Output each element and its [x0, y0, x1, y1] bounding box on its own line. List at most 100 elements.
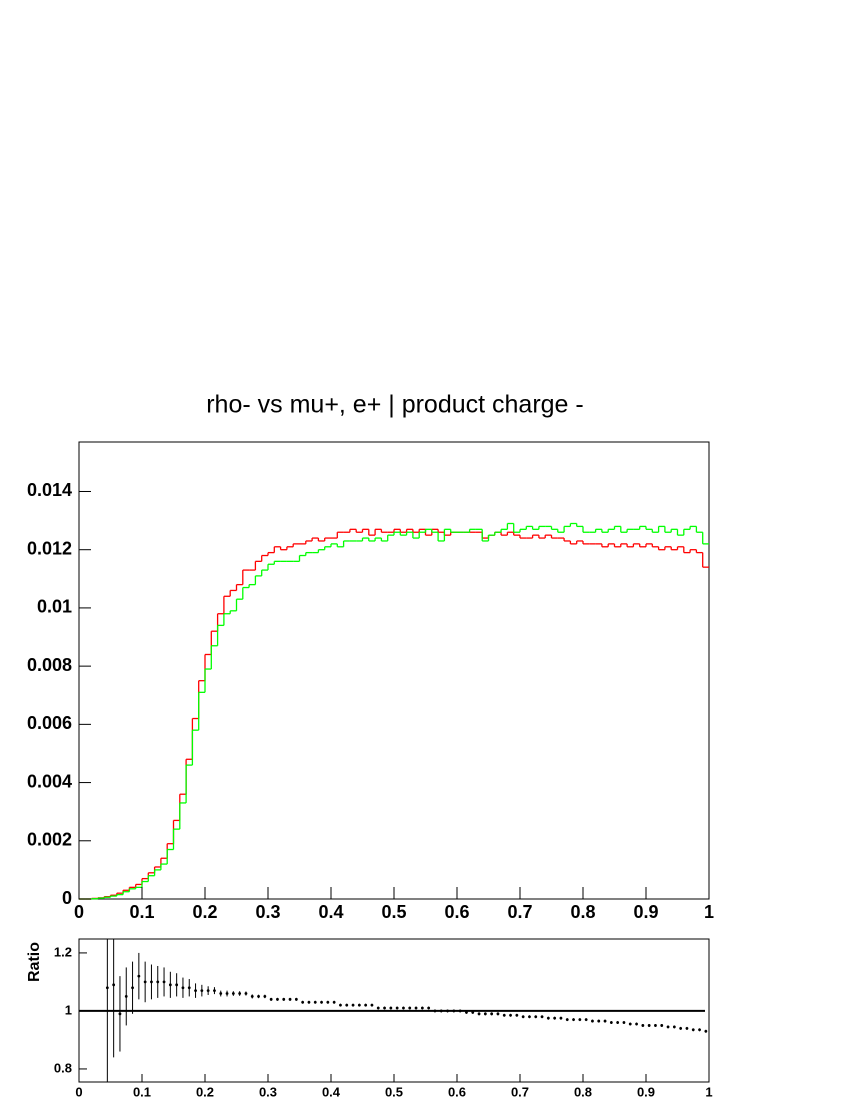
data-point [307, 1000, 311, 1004]
data-point [660, 1024, 664, 1027]
data-point [521, 1015, 525, 1019]
data-point [200, 989, 204, 993]
x-tick-label: 0 [74, 902, 84, 922]
data-point [591, 1019, 594, 1023]
data-point [257, 995, 260, 998]
y-tick-label: 0.014 [27, 480, 72, 500]
data-point [465, 1010, 468, 1014]
data-point [490, 1012, 494, 1016]
data-point [326, 1000, 330, 1004]
data-point [698, 1028, 701, 1032]
data-point [584, 1018, 588, 1022]
x-tick-label: 0.9 [633, 902, 658, 922]
data-point [540, 1015, 544, 1019]
data-point [364, 1003, 368, 1007]
data-point [156, 980, 160, 984]
x-tick-label: 0.2 [192, 902, 217, 922]
data-point [131, 986, 134, 990]
data-point [383, 1006, 386, 1010]
data-point [288, 997, 292, 1001]
data-point [395, 1006, 399, 1010]
data-point [105, 986, 109, 990]
data-point [206, 989, 210, 993]
data-point [181, 986, 185, 990]
data-point [332, 1000, 336, 1004]
data-point [666, 1025, 670, 1029]
data-point [194, 989, 197, 993]
x-tick-label: 0.1 [133, 1084, 151, 1099]
x-tick-label: 0.6 [448, 1084, 466, 1099]
x-tick-label: 0.5 [385, 1084, 403, 1099]
data-point [118, 1012, 122, 1016]
data-point [559, 1016, 563, 1020]
data-point [691, 1028, 695, 1032]
data-point [320, 1000, 323, 1004]
data-point [672, 1025, 676, 1029]
y-tick-label: 0.8 [54, 1060, 72, 1075]
y-tick-label: 0.004 [27, 771, 72, 791]
data-point [269, 997, 273, 1001]
y-axis-label: Ratio [26, 942, 43, 982]
data-point [370, 1003, 374, 1007]
data-point [420, 1006, 424, 1010]
data-point [565, 1018, 569, 1022]
x-tick-label: 0.1 [129, 902, 154, 922]
y-tick-label: 0 [62, 888, 72, 908]
data-point [534, 1015, 538, 1019]
data-point [553, 1016, 557, 1020]
plot-area [79, 939, 708, 1082]
data-point [263, 995, 267, 998]
data-point [313, 1000, 317, 1004]
data-point [704, 1029, 708, 1033]
y-tick-label: 0.008 [27, 655, 72, 675]
data-point [376, 1006, 380, 1010]
data-point [282, 997, 286, 1001]
data-point [238, 992, 242, 995]
x-tick-label: 0.2 [196, 1084, 214, 1099]
data-point [414, 1006, 418, 1010]
data-point [452, 1009, 456, 1013]
data-point [471, 1010, 475, 1014]
data-point [609, 1021, 613, 1024]
data-point [433, 1009, 437, 1013]
data-point [616, 1021, 620, 1024]
data-point [112, 983, 116, 987]
data-point [572, 1018, 575, 1022]
data-point [294, 997, 298, 1001]
y-tick-label: 0.01 [37, 597, 72, 617]
data-point [225, 992, 229, 995]
data-point [150, 980, 153, 984]
x-tick-label: 0.7 [507, 902, 532, 922]
data-point [679, 1026, 683, 1030]
data-point [276, 997, 279, 1001]
x-tick-label: 0.6 [444, 902, 469, 922]
y-tick-label: 0.012 [27, 538, 72, 558]
data-point [578, 1018, 582, 1022]
data-point [603, 1019, 607, 1023]
data-point [168, 983, 172, 987]
data-point [685, 1026, 689, 1030]
data-point [351, 1003, 355, 1007]
data-point [597, 1019, 601, 1023]
data-point [357, 1003, 361, 1007]
data-point [458, 1009, 462, 1013]
data-point [244, 992, 248, 995]
data-point [483, 1012, 487, 1016]
x-tick-label: 0.9 [637, 1084, 655, 1099]
x-tick-label: 0.5 [381, 902, 406, 922]
data-point [213, 989, 216, 993]
data-point [509, 1013, 512, 1017]
data-point [546, 1016, 550, 1020]
data-point [231, 992, 235, 995]
y-tick-label: 0.006 [27, 713, 72, 733]
data-point [339, 1003, 342, 1007]
data-point [250, 995, 254, 998]
data-point [528, 1015, 531, 1019]
data-point [654, 1024, 657, 1027]
x-tick-label: 1 [705, 1084, 712, 1099]
data-point [345, 1003, 349, 1007]
data-point [647, 1024, 651, 1027]
x-tick-label: 0.8 [570, 902, 595, 922]
data-point [389, 1006, 393, 1010]
